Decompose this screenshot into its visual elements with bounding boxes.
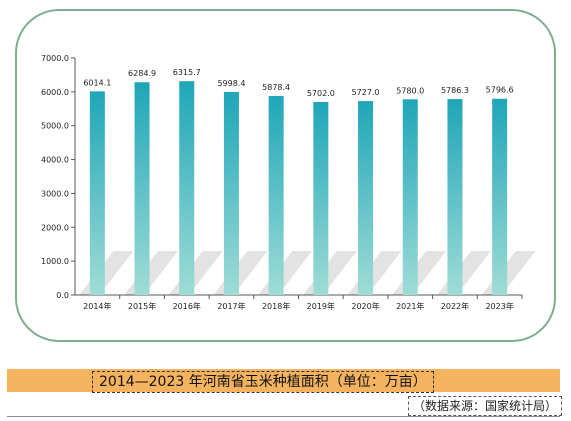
x-tick-label: 2022年 — [441, 301, 469, 311]
y-tick-label: 1000.0 — [41, 257, 69, 266]
y-tick-label: 4000.0 — [41, 156, 69, 165]
bar-shadow — [481, 250, 536, 295]
data-label: 5998.4 — [217, 79, 245, 88]
source-divider — [7, 416, 560, 417]
caption-bar — [7, 369, 560, 392]
bar-2019年 — [313, 101, 329, 296]
bar-2014年 — [89, 91, 105, 295]
axes: 0.0 1000.0 2000.0 3000.0 4000.0 5000.0 6000.0 7… — [41, 54, 523, 311]
x-tick-label: 2017年 — [217, 301, 245, 311]
x-tick-label: 2016年 — [173, 301, 201, 311]
bar-shadow — [258, 250, 313, 295]
chart-caption: 2014—2023 年河南省玉米种植面积（单位：万亩） — [92, 371, 434, 393]
bar-2021年 — [402, 99, 418, 295]
x-tick-label: 2023年 — [485, 301, 513, 311]
bar-shadow — [124, 250, 179, 295]
y-tick-label: 6000.0 — [41, 88, 69, 97]
bar-shadow — [168, 250, 223, 295]
data-label: 6014.1 — [83, 78, 111, 87]
bar-shadow — [436, 250, 491, 295]
bar-2017年 — [223, 91, 239, 295]
data-label: 5796.6 — [486, 86, 514, 95]
bar-chart: 0.0 1000.0 2000.0 3000.0 4000.0 5000.0 6000.0 7… — [41, 54, 536, 311]
bars — [89, 81, 508, 296]
data-label: 6284.9 — [128, 69, 156, 78]
data-label: 5727.0 — [352, 88, 380, 97]
x-tick-label: 2021年 — [396, 301, 424, 311]
bar-2018年 — [268, 95, 284, 295]
bar-2020年 — [358, 101, 374, 295]
bar-shadow — [79, 250, 134, 295]
x-tick-label: 2014年 — [83, 301, 111, 311]
bar-shadow — [302, 250, 357, 295]
bar-shadow — [347, 250, 402, 295]
bar-shadow — [392, 250, 447, 295]
y-tick-label: 7000.0 — [41, 54, 69, 63]
bar-2016年 — [179, 81, 195, 295]
data-label: 5786.3 — [441, 86, 469, 95]
bar-2015年 — [134, 82, 150, 295]
x-tick-label: 2018年 — [262, 301, 290, 311]
bar-shadow — [213, 250, 268, 295]
y-tick-label: 2000.0 — [41, 223, 69, 232]
x-tick-label: 2019年 — [307, 301, 335, 311]
data-label: 6315.7 — [173, 68, 201, 77]
bar-2022年 — [447, 99, 463, 296]
x-tick-label: 2015年 — [128, 301, 156, 311]
data-label: 5878.4 — [262, 83, 290, 92]
bar-2023年 — [492, 98, 508, 295]
y-tick-label: 0.0 — [56, 291, 69, 300]
x-tick-label: 2020年 — [351, 301, 379, 311]
data-label: 5702.0 — [307, 89, 335, 98]
data-label: 5780.0 — [396, 86, 424, 95]
y-tick-label: 5000.0 — [41, 122, 69, 131]
data-source-note: （数据来源：国家统计局） — [408, 396, 563, 416]
data-labels: 6014.1 6284.9 6315.7 5998.4 5878.4 5702.0 5727… — [83, 68, 513, 98]
y-tick-label: 3000.0 — [41, 189, 69, 198]
